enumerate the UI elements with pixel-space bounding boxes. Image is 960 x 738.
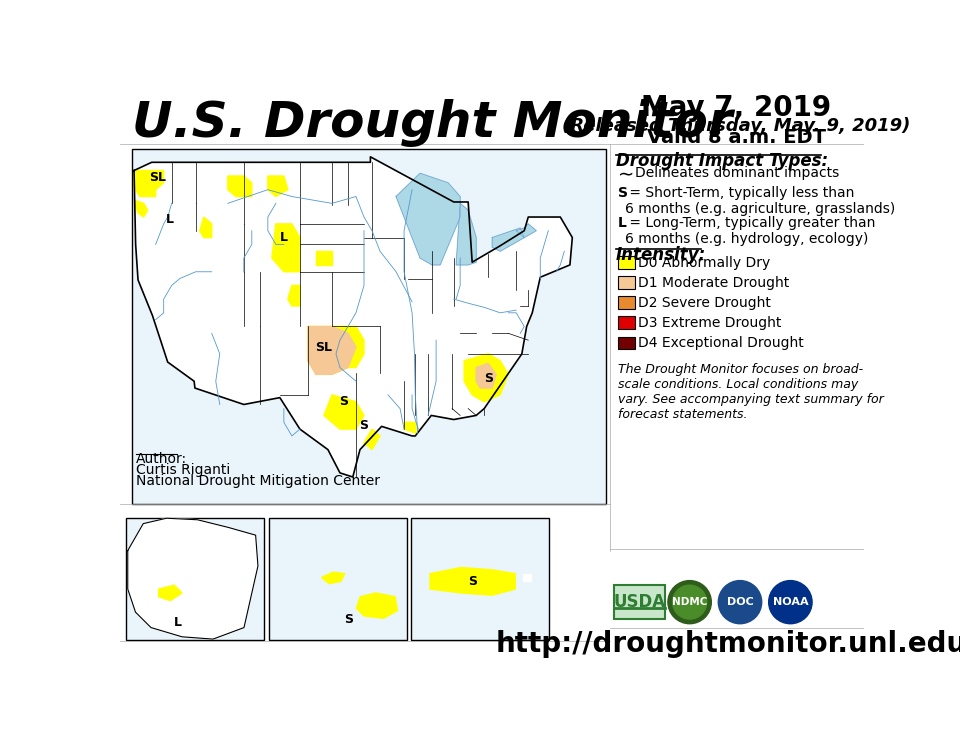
Text: S: S	[617, 185, 628, 199]
Text: L: L	[166, 213, 174, 227]
Polygon shape	[128, 518, 258, 639]
Circle shape	[718, 581, 761, 624]
Text: S: S	[468, 575, 477, 588]
Polygon shape	[288, 286, 300, 306]
Polygon shape	[134, 170, 163, 196]
Bar	[617, 337, 635, 349]
Text: D4 Exceptional Drought: D4 Exceptional Drought	[637, 336, 804, 350]
Polygon shape	[308, 326, 356, 374]
Text: May 7, 2019: May 7, 2019	[641, 94, 831, 122]
Polygon shape	[523, 573, 531, 582]
Bar	[412, 518, 549, 640]
Text: Valid 8 a.m. EDT: Valid 8 a.m. EDT	[647, 128, 826, 148]
Text: L: L	[617, 215, 627, 230]
Bar	[126, 518, 264, 640]
Bar	[617, 256, 635, 269]
Text: = Long-Term, typically greater than
6 months (e.g. hydrology, ecology): = Long-Term, typically greater than 6 mo…	[625, 215, 875, 246]
Text: NDMC: NDMC	[672, 597, 708, 607]
Text: S: S	[344, 613, 353, 627]
Text: DOC: DOC	[727, 597, 754, 607]
Circle shape	[769, 581, 812, 624]
Text: Intensity:: Intensity:	[616, 246, 707, 264]
Text: U.S. Drought Monitor: U.S. Drought Monitor	[132, 99, 732, 147]
Polygon shape	[308, 326, 364, 374]
Bar	[132, 148, 606, 504]
Polygon shape	[134, 157, 572, 477]
Text: = Short-Term, typically less than
6 months (e.g. agriculture, grasslands): = Short-Term, typically less than 6 mont…	[625, 185, 895, 215]
Polygon shape	[200, 217, 212, 238]
Text: S: S	[340, 396, 348, 408]
Bar	[617, 317, 635, 329]
Polygon shape	[404, 422, 416, 433]
Polygon shape	[430, 568, 516, 596]
Polygon shape	[364, 429, 380, 449]
Bar	[617, 277, 635, 289]
Text: ∼: ∼	[617, 165, 634, 184]
Text: http://droughtmonitor.unl.edu/: http://droughtmonitor.unl.edu/	[495, 630, 960, 658]
Circle shape	[668, 581, 711, 624]
Polygon shape	[476, 363, 496, 388]
Text: SL: SL	[316, 340, 332, 354]
Text: S: S	[484, 372, 492, 385]
Text: USDA: USDA	[613, 593, 665, 611]
Text: S: S	[359, 418, 369, 432]
Text: D0 Abnormally Dry: D0 Abnormally Dry	[637, 255, 770, 269]
Polygon shape	[456, 204, 476, 265]
Text: Curtis Riganti: Curtis Riganti	[135, 463, 229, 477]
Circle shape	[673, 585, 707, 619]
Polygon shape	[396, 173, 460, 265]
Text: D2 Severe Drought: D2 Severe Drought	[637, 296, 771, 310]
Polygon shape	[268, 176, 288, 196]
Bar	[614, 585, 665, 619]
Text: SL: SL	[149, 171, 166, 184]
Polygon shape	[158, 585, 182, 601]
Polygon shape	[464, 354, 508, 401]
Text: L: L	[174, 615, 182, 629]
Polygon shape	[492, 228, 524, 251]
Text: NOAA: NOAA	[773, 597, 808, 607]
Text: Author:: Author:	[135, 452, 186, 466]
Polygon shape	[135, 201, 148, 217]
Bar	[617, 297, 635, 308]
Text: Delineates dominant impacts: Delineates dominant impacts	[636, 165, 840, 179]
Text: National Drought Mitigation Center: National Drought Mitigation Center	[135, 474, 379, 488]
Polygon shape	[228, 176, 252, 196]
Polygon shape	[322, 572, 345, 584]
Text: D1 Moderate Drought: D1 Moderate Drought	[637, 275, 789, 289]
Text: Drought Impact Types:: Drought Impact Types:	[616, 153, 828, 170]
Text: The Drought Monitor focuses on broad-
scale conditions. Local conditions may
var: The Drought Monitor focuses on broad- sc…	[617, 363, 883, 421]
Text: L: L	[280, 231, 288, 244]
Polygon shape	[516, 224, 537, 238]
Polygon shape	[316, 251, 332, 265]
Polygon shape	[272, 224, 300, 272]
Polygon shape	[356, 593, 397, 618]
Text: (Released Thursday, May. 9, 2019): (Released Thursday, May. 9, 2019)	[562, 117, 910, 134]
Text: D3 Extreme Drought: D3 Extreme Drought	[637, 316, 781, 330]
Bar	[269, 518, 407, 640]
Polygon shape	[324, 395, 364, 429]
